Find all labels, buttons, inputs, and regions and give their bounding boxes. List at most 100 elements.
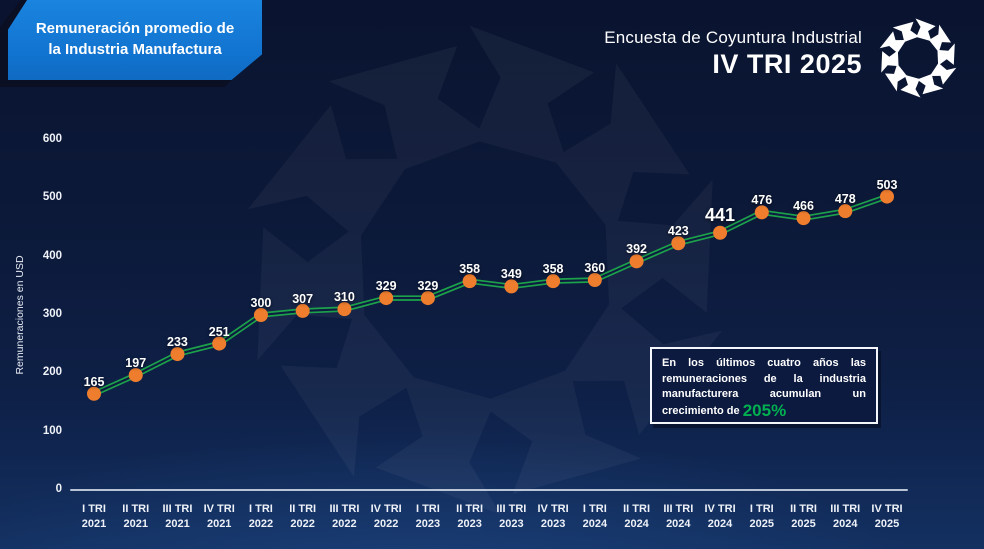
x-axis-label-year: 2022 [332,518,357,530]
data-point-label: 251 [208,324,230,339]
x-axis-label-quarter: I TRI [749,503,774,515]
annotation-body: En los últimos cuatro años las remunerac… [662,357,866,417]
x-axis-label: III TRI 2024 [813,502,877,532]
x-axis-label-quarter: IV TRI [203,503,235,515]
title-banner: Remuneración promedio de la Industria Ma… [8,0,262,80]
data-point-label: 392 [626,242,647,257]
y-axis-tick: 400 [42,249,62,262]
x-axis-label: IV TRI 2022 [354,502,418,532]
data-point-label: 466 [793,199,814,214]
x-axis-label-quarter: III TRI [329,503,360,515]
annotation-text: En los últimos cuatro años las remunerac… [662,356,866,419]
x-axis-label-year: 2024 [582,518,608,530]
x-axis-label-quarter: II TRI [790,503,817,515]
data-point-label: 360 [584,261,606,275]
y-axis-tick: 300 [42,308,62,320]
x-axis-label-year: 2024 [833,518,858,530]
x-axis-label-year: 2025 [749,518,775,530]
x-axis-label: III TRI 2021 [145,502,209,532]
data-point-label: 441 [705,204,736,225]
x-axis-label-year: 2021 [81,518,107,530]
edition-title: IV TRI 2025 [712,49,862,79]
x-axis-label-quarter: IV TRI [537,503,569,515]
x-axis-label: II TRI 2022 [271,502,335,532]
x-axis-label: III TRI 2024 [646,502,710,532]
data-point-label: 478 [834,192,856,207]
x-axis-label-quarter: III TRI [663,503,694,515]
x-axis-label-year: 2025 [874,518,900,530]
data-point-label: 310 [333,290,355,305]
x-axis-label: II TRI 2025 [772,502,836,532]
y-axis-tick: 100 [42,424,62,437]
x-axis-label-quarter: II TRI [456,503,484,515]
x-axis-label-year: 2022 [290,518,315,530]
x-axis-label-quarter: I TRI [249,503,273,515]
x-axis-label: IV TRI 2025 [855,502,919,532]
x-axis-label-year: 2022 [373,518,399,530]
data-point-label: 307 [292,291,314,306]
x-axis-label-year: 2022 [248,518,274,530]
x-axis-label-year: 2025 [791,518,816,530]
x-axis-label: I TRI 2021 [62,502,126,532]
data-point-label: 233 [167,335,188,350]
page-title: Remuneración promedio de la Industria Ma… [35,20,235,58]
annotation-box: En los últimos cuatro años las remunerac… [650,347,878,424]
x-axis-label-year: 2024 [707,518,733,530]
x-axis-label-quarter: IV TRI [370,503,402,515]
y-axis-tick: 200 [42,366,62,379]
x-axis-label-year: 2023 [540,518,566,530]
x-axis-label-year: 2021 [123,518,148,530]
x-axis-label: I TRI 2022 [229,502,293,532]
x-axis-label-quarter: IV TRI [871,503,903,515]
data-point-label: 423 [667,224,689,239]
data-point-label: 349 [500,267,522,282]
x-axis-label-year: 2023 [499,518,524,530]
x-axis-label-quarter: I TRI [415,503,440,515]
data-point-label: 329 [417,279,439,294]
x-axis-label: I TRI 2025 [730,502,794,532]
data-point [420,291,435,306]
x-axis-label: IV TRI 2024 [688,502,752,532]
x-axis-label: III TRI 2023 [479,502,543,532]
x-axis-label: II TRI 2024 [605,502,669,532]
data-point-label: 165 [83,374,105,389]
x-axis-line [70,489,908,491]
data-point-label: 358 [459,262,481,277]
data-point-label: 358 [542,262,564,277]
data-point-label: 503 [876,177,898,192]
x-axis-label-year: 2024 [666,518,691,530]
x-axis-label-year: 2021 [165,518,190,530]
data-point-label: 197 [125,356,147,371]
x-axis-label-quarter: I TRI [82,503,106,515]
x-axis-label-quarter: III TRI [496,503,527,515]
data-point-label: 476 [751,193,773,208]
x-axis-label-quarter: II TRI [289,503,317,515]
data-point-label: 300 [250,296,272,310]
x-axis-label-quarter: II TRI [122,503,150,515]
x-axis-label-year: 2021 [206,518,232,530]
x-axis-label: II TRI 2023 [438,502,502,532]
y-axis-tick: 600 [42,133,62,145]
y-axis-tick: 0 [55,483,62,495]
x-axis-label: IV TRI 2023 [521,502,585,532]
data-point [253,308,268,322]
x-axis-label-year: 2024 [624,518,649,530]
data-point-label: 329 [375,279,397,294]
x-axis-label-quarter: III TRI [830,503,861,515]
x-axis-label-year: 2023 [457,518,482,530]
x-axis-label-quarter: III TRI [162,503,193,515]
x-axis-label: I TRI 2023 [396,502,460,532]
data-point [796,211,811,226]
x-axis-label-year: 2023 [415,518,441,530]
header-text: Encuesta de Coyuntura Industrial IV TRI … [442,28,862,80]
x-axis-label-quarter: I TRI [582,503,607,515]
annotation-highlight: 205% [742,400,787,420]
y-axis-tick: 500 [42,191,62,204]
survey-title: Encuesta de Coyuntura Industrial [604,28,862,47]
x-axis-label: I TRI 2024 [563,502,627,532]
x-axis-label: IV TRI 2021 [187,502,251,532]
x-axis-label: III TRI 2022 [312,502,376,532]
x-axis-label-quarter: II TRI [623,503,651,515]
